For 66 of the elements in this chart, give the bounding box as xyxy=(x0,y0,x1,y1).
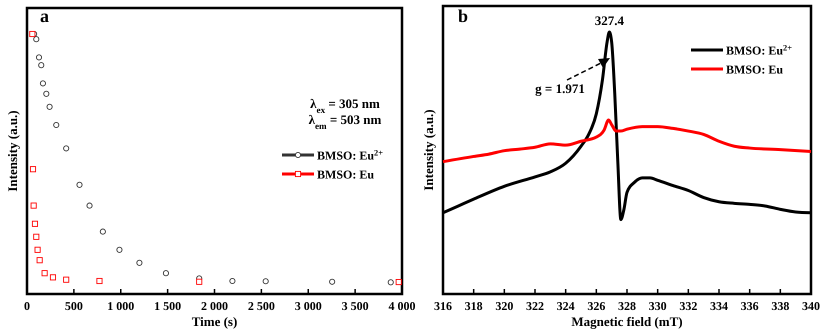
point xyxy=(116,246,122,253)
x-tick-label: 320 xyxy=(495,299,514,313)
x-tick-label: 334 xyxy=(710,299,728,313)
point xyxy=(46,104,53,110)
x-tick-label: 1 500 xyxy=(154,299,182,313)
x-tick-label: 332 xyxy=(679,299,698,313)
legend-label: BMSO: Eu$^{2+}$ xyxy=(726,43,792,58)
text: a xyxy=(40,6,49,26)
annotation: λ$_{ex}$ = 305 nm xyxy=(310,96,380,115)
legend-label: BMSO: Eu xyxy=(317,168,374,182)
point xyxy=(53,122,60,128)
annotation: 327.4 xyxy=(594,13,624,28)
x-axis-title: Time (s) xyxy=(192,314,238,329)
point xyxy=(262,278,269,284)
point xyxy=(34,246,41,253)
point xyxy=(33,234,40,240)
x-tick-label: 3 500 xyxy=(342,299,369,313)
point xyxy=(38,62,44,68)
x-tick-label: 2 500 xyxy=(248,299,275,313)
point xyxy=(388,279,394,286)
legend-label: BMSO: Eu xyxy=(726,62,784,76)
legend-label: BMSO: Eu$^{2+}$ xyxy=(317,148,384,162)
point xyxy=(63,145,70,152)
point xyxy=(43,90,50,97)
point xyxy=(196,278,202,285)
x-tick-label: 2 000 xyxy=(201,299,228,313)
y-axis-title: Intensity (a.u.) xyxy=(5,110,20,192)
point xyxy=(96,278,103,284)
x-tick-label: 316 xyxy=(434,299,452,313)
x-tick-label: 340 xyxy=(802,299,820,313)
x-tick-label: 3 000 xyxy=(294,299,322,313)
x-tick-label: 326 xyxy=(587,299,606,313)
x-tick-label: 330 xyxy=(648,299,667,313)
x-tick-label: 318 xyxy=(464,299,483,313)
y-axis-title: Intensity (a.u.) xyxy=(421,109,436,191)
x-axis-title: Magnetic field (mT) xyxy=(571,314,683,329)
point xyxy=(136,260,142,266)
x-tick-label: 0 xyxy=(24,299,30,313)
point xyxy=(33,36,40,42)
x-tick-label: 500 xyxy=(64,299,83,313)
point xyxy=(30,202,37,209)
point xyxy=(86,202,93,209)
point xyxy=(396,278,402,286)
annotation: g = 1.971 xyxy=(535,81,585,96)
x-tick-label: 4 000 xyxy=(388,299,416,313)
point xyxy=(30,166,36,172)
point xyxy=(32,220,38,227)
x-tick-label: 324 xyxy=(556,299,575,313)
point xyxy=(63,276,70,283)
x-tick-label: 322 xyxy=(526,299,544,313)
point xyxy=(50,274,56,280)
x-tick-label: 1 000 xyxy=(107,299,134,313)
point xyxy=(76,182,83,188)
point xyxy=(40,80,46,86)
x-tick-label: 338 xyxy=(771,299,790,313)
point xyxy=(36,54,42,60)
point xyxy=(229,278,236,284)
point xyxy=(329,278,336,285)
point xyxy=(100,228,106,235)
point xyxy=(162,270,169,276)
text: b xyxy=(458,6,468,26)
annotation: λ$_{em}$ = 503 nm xyxy=(308,112,382,131)
x-tick-label: 336 xyxy=(740,299,759,313)
point xyxy=(42,270,48,276)
point xyxy=(36,257,43,264)
x-tick-label: 328 xyxy=(618,299,636,313)
